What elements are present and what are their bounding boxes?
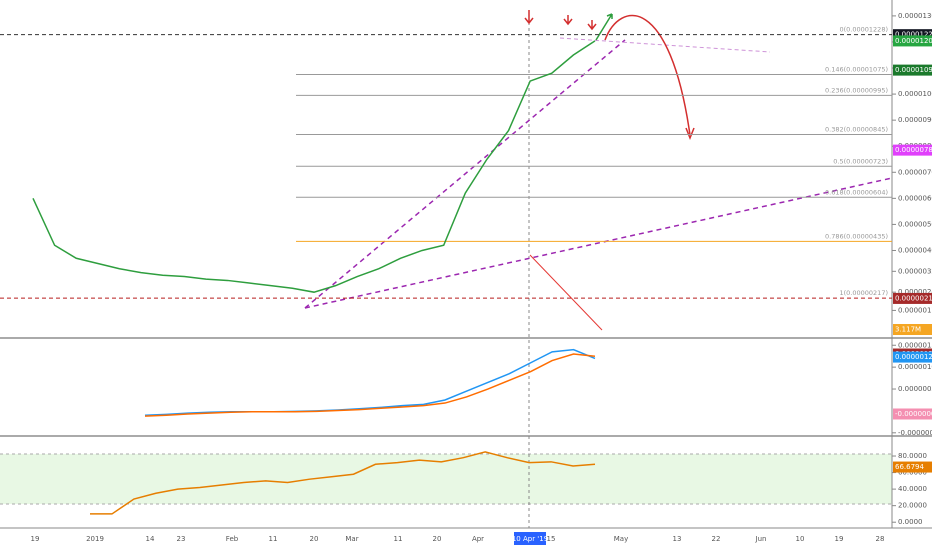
y-tick-label: 60.0000 [898, 469, 927, 477]
x-tick-label: 22 [712, 535, 721, 543]
arrow [529, 254, 603, 331]
x-tick-label: Mar [345, 535, 358, 543]
price-tag [893, 144, 932, 156]
y-tick-label: 0.00001300 [898, 12, 932, 20]
price-tag-label: 0.00000785 [895, 146, 932, 154]
fib-label: 0.146(0.00001075) [825, 66, 888, 74]
price-tag [893, 292, 932, 304]
price-tag [893, 35, 932, 47]
y-tick-label: 0.00000700 [898, 168, 932, 176]
y-tick-label: 0.00001000 [898, 90, 932, 98]
price-tag [893, 461, 932, 473]
x-tick-label: Feb [226, 535, 239, 543]
y-tick-label: 20.0000 [898, 502, 927, 510]
x-tick-label: Apr [472, 535, 484, 543]
x-tick-label: 2019 [86, 535, 104, 543]
price-tag [893, 351, 932, 363]
x-tick-label: 10 Apr '19 [512, 535, 548, 543]
x-tick-label: 14 [146, 535, 155, 543]
fib-label: 0(0.00001228) [840, 26, 889, 34]
y-tick-label: 0.00000050 [898, 385, 932, 393]
trend-line [304, 39, 626, 309]
x-tick-label: 23 [177, 535, 186, 543]
date-highlight [514, 532, 546, 545]
fib-label: 0.236(0.00000995) [825, 86, 888, 94]
fib-label: 0.5(0.00000723) [833, 157, 888, 165]
price-tag-label: 0.00000216 [895, 294, 932, 302]
price-tag [893, 408, 932, 420]
price-tag [893, 64, 932, 76]
y-tick-label: 0.00000500 [898, 220, 932, 228]
y-tick-label: 0.00000150 [898, 341, 932, 349]
x-tick-label: 20 [310, 535, 319, 543]
y-tick-label: 0.0000 [898, 518, 923, 526]
y-tick-label: 0.00000240 [898, 288, 932, 296]
price-tag-label: 0.00001092 [895, 66, 932, 74]
y-tick-label: 0.00000400 [898, 246, 932, 254]
x-tick-label: 20 [433, 535, 442, 543]
series-line [32, 40, 596, 293]
price-tag-label: 0.00000123 [895, 353, 932, 361]
price-tag-label: 0.00001204 [895, 37, 932, 45]
x-tick-label: Jun [755, 535, 767, 543]
volume-tag-label: 3.117M [895, 326, 921, 334]
price-tag-label: 66.6794 [895, 463, 924, 471]
y-tick-label: -0.00000050 [898, 429, 932, 437]
y-tick-label: 80.0000 [898, 452, 927, 460]
x-tick-label: May [614, 535, 628, 543]
fib-label: 0.382(0.00000845) [825, 125, 888, 133]
y-tick-label: 0.00000600 [898, 194, 932, 202]
series-line [90, 451, 596, 515]
x-tick-label: 10 [796, 535, 805, 543]
y-tick-label: 0.00000900 [898, 116, 932, 124]
x-tick-label: 11 [394, 535, 403, 543]
x-tick-label: 11 [269, 535, 278, 543]
x-tick-label: 19 [31, 535, 40, 543]
x-tick-label: 28 [876, 535, 885, 543]
x-tick-label: 19 [835, 535, 844, 543]
y-tick-label: 40.0000 [898, 485, 927, 493]
x-tick-label: 15 [547, 535, 556, 543]
y-tick-label: 0.00000320 [898, 267, 932, 275]
fib-label: 1(0.00000217) [840, 289, 889, 297]
fib-label: 0.786(0.00000435) [825, 232, 888, 240]
volume-tag [893, 324, 932, 335]
x-tick-label: 13 [673, 535, 682, 543]
arrow-head [685, 127, 695, 141]
trend-line [304, 177, 893, 309]
fib-label: 0.618(0.00000604) [825, 188, 888, 196]
arrow [604, 14, 691, 136]
y-tick-label: 0.00000100 [898, 363, 932, 371]
price-tag [893, 29, 932, 41]
price-tag-label: 0.00001228 [895, 31, 932, 39]
down-arrows [524, 10, 597, 31]
y-tick-label: 0.00000170 [898, 306, 932, 314]
arrow [595, 13, 613, 41]
price-tag-label: -0.00000007 [895, 410, 932, 418]
series-line [144, 353, 596, 417]
